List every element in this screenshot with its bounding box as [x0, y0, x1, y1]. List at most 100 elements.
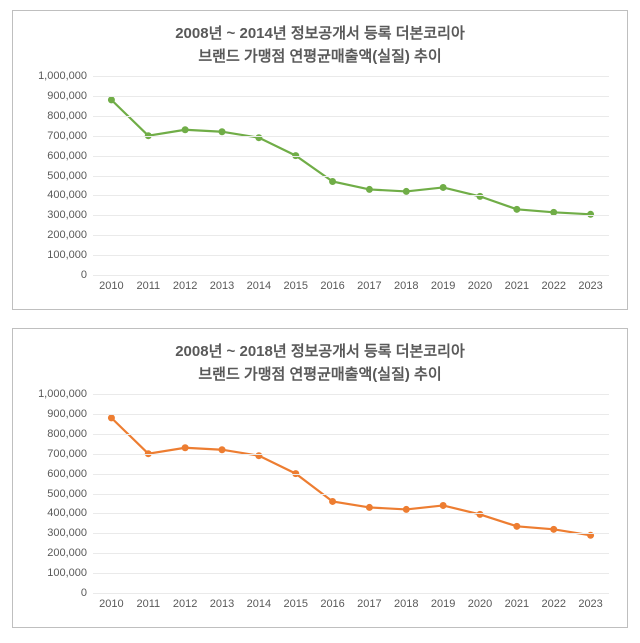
data-marker: [366, 186, 373, 193]
x-tick-label: 2012: [173, 598, 197, 610]
y-tick-label: 400,000: [47, 507, 87, 519]
x-tick-label: 2022: [541, 598, 565, 610]
data-marker: [182, 126, 189, 133]
y-tick-label: 1,000,000: [38, 388, 87, 400]
gridline: [93, 96, 609, 97]
gridline: [93, 553, 609, 554]
gridline: [93, 533, 609, 534]
gridline: [93, 573, 609, 574]
x-tick-label: 2014: [247, 280, 271, 292]
y-tick-label: 400,000: [47, 189, 87, 201]
y-axis-labels: 0100,000200,000300,000400,000500,000600,…: [31, 76, 93, 276]
gridline: [93, 414, 609, 415]
gridline: [93, 474, 609, 475]
plot: [93, 76, 609, 276]
chart-title: 2008년 ~ 2018년 정보공개서 등록 더본코리아 브랜드 가맹점 연평균…: [31, 341, 609, 386]
x-tick-label: 2016: [320, 280, 344, 292]
y-tick-label: 200,000: [47, 547, 87, 559]
data-marker: [329, 498, 336, 505]
y-tick-label: 800,000: [47, 110, 87, 122]
data-marker: [219, 446, 226, 453]
x-tick-label: 2011: [136, 598, 160, 610]
data-marker: [477, 193, 484, 200]
x-tick-label: 2013: [210, 598, 234, 610]
data-marker: [440, 502, 447, 509]
x-tick-label: 2020: [468, 598, 492, 610]
gridline: [93, 394, 609, 395]
x-tick-label: 2016: [320, 598, 344, 610]
x-tick-label: 2021: [505, 598, 529, 610]
gridline: [93, 195, 609, 196]
gridline: [93, 494, 609, 495]
y-tick-label: 500,000: [47, 170, 87, 182]
data-marker: [182, 444, 189, 451]
gridline: [93, 235, 609, 236]
x-tick-label: 2022: [541, 280, 565, 292]
x-tick-label: 2019: [431, 280, 455, 292]
data-marker: [366, 504, 373, 511]
chart-title-line2: 브랜드 가맹점 연평균매출액(실질) 추이: [198, 48, 441, 65]
y-tick-label: 0: [81, 269, 87, 281]
x-tick-label: 2020: [468, 280, 492, 292]
y-tick-label: 1,000,000: [38, 70, 87, 82]
data-marker: [108, 414, 115, 421]
data-marker: [329, 178, 336, 185]
data-marker: [513, 523, 520, 530]
data-marker: [550, 526, 557, 533]
chart-panel-0: 2008년 ~ 2014년 정보공개서 등록 더본코리아 브랜드 가맹점 연평균…: [12, 10, 628, 310]
y-tick-label: 200,000: [47, 229, 87, 241]
x-tick-label: 2014: [247, 598, 271, 610]
x-tick-label: 2015: [283, 280, 307, 292]
x-tick-label: 2019: [431, 598, 455, 610]
y-axis-labels: 0100,000200,000300,000400,000500,000600,…: [31, 394, 93, 594]
data-marker: [513, 206, 520, 213]
y-tick-label: 900,000: [47, 408, 87, 420]
y-tick-label: 800,000: [47, 428, 87, 440]
gridline: [93, 215, 609, 216]
gridline: [93, 156, 609, 157]
x-tick-label: 2015: [283, 598, 307, 610]
y-tick-label: 900,000: [47, 90, 87, 102]
x-axis-labels: 2010201120122013201420152016201720182019…: [93, 276, 609, 294]
plot-area: 0100,000200,000300,000400,000500,000600,…: [31, 76, 609, 276]
data-marker: [440, 184, 447, 191]
x-axis-labels: 2010 2011 2012 2013 2014 2015 2016 2017 2018 2019…: [93, 594, 609, 612]
gridline: [93, 176, 609, 177]
data-line: [111, 418, 590, 535]
y-tick-label: 0: [81, 587, 87, 599]
x-tick-label: 2018: [394, 280, 418, 292]
x-tick-label: 2012: [173, 280, 197, 292]
y-tick-label: 300,000: [47, 209, 87, 221]
gridline: [93, 76, 609, 77]
gridline: [93, 116, 609, 117]
y-tick-label: 600,000: [47, 468, 87, 480]
plot: [93, 394, 609, 594]
data-marker: [477, 511, 484, 518]
data-marker: [403, 188, 410, 195]
x-tick-label: 2010: [99, 598, 123, 610]
x-tick-label: 2023: [578, 280, 602, 292]
x-tick-label: 2010: [99, 280, 123, 292]
y-tick-label: 500,000: [47, 488, 87, 500]
chart-title-line1: 2008년 ~ 2014년 정보공개서 등록 더본코리아: [175, 25, 465, 42]
x-tick-label: 2011: [136, 280, 160, 292]
data-marker: [403, 506, 410, 513]
y-tick-label: 100,000: [47, 249, 87, 261]
y-tick-label: 700,000: [47, 448, 87, 460]
chart-title: 2008년 ~ 2014년 정보공개서 등록 더본코리아 브랜드 가맹점 연평균…: [31, 23, 609, 68]
y-tick-label: 700,000: [47, 130, 87, 142]
data-marker: [219, 128, 226, 135]
gridline: [93, 255, 609, 256]
x-tick-label: 2017: [357, 598, 381, 610]
x-tick-label: 2013: [210, 280, 234, 292]
x-tick-label: 2018: [394, 598, 418, 610]
y-tick-label: 600,000: [47, 150, 87, 162]
x-tick-label: 2023: [578, 598, 602, 610]
gridline: [93, 454, 609, 455]
chart-title-line2: 브랜드 가맹점 연평균매출액(실질) 추이: [198, 366, 441, 383]
y-tick-label: 100,000: [47, 567, 87, 579]
gridline: [93, 434, 609, 435]
chart-title-line1: 2008년 ~ 2018년 정보공개서 등록 더본코리아: [175, 343, 465, 360]
y-tick-label: 300,000: [47, 527, 87, 539]
chart-panel-1: 2008년 ~ 2018년 정보공개서 등록 더본코리아 브랜드 가맹점 연평균…: [12, 328, 628, 628]
